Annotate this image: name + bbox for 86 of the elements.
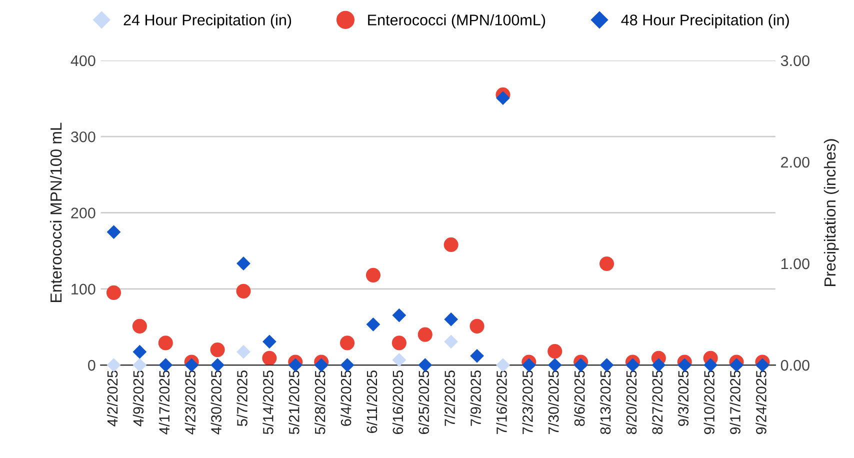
point [599, 256, 614, 272]
point [158, 336, 173, 350]
x-tick-label: 9/10/2025 [704, 370, 714, 434]
x-tick-label: 6/16/2025 [392, 370, 404, 434]
point [470, 318, 484, 334]
legend-label: Enterococci (MPN/100mL) [368, 14, 546, 28]
point [184, 358, 199, 372]
point [444, 237, 458, 252]
x-tick-label: 9/17/2025 [730, 370, 740, 434]
point [652, 358, 666, 372]
point [600, 358, 614, 372]
x-tick-label: 8/27/2025 [652, 370, 663, 434]
point [626, 358, 640, 372]
point [236, 344, 250, 359]
y2-tick-label: 2.00 [781, 156, 810, 168]
x-tick-label: 7/30/2025 [548, 370, 559, 434]
x-tick-label: 8/20/2025 [626, 370, 637, 434]
x-tick-label: 8/13/2025 [600, 370, 611, 434]
point [522, 358, 536, 372]
legend-label: 24 Hour Precipitation (in) [124, 14, 292, 28]
point [106, 225, 121, 239]
point [392, 308, 406, 322]
point [210, 342, 225, 358]
point [262, 334, 276, 349]
y-tick-label: 300 [71, 131, 96, 142]
point [678, 358, 692, 372]
point [444, 334, 458, 349]
x-tick-label: 7/9/2025 [470, 370, 481, 426]
point [392, 336, 406, 350]
y2-tick-label: 1.00 [781, 258, 810, 270]
y2-tick-label: 3.00 [780, 55, 810, 66]
x-tick-label: 7/16/2025 [496, 370, 507, 434]
point [288, 358, 302, 372]
y-tick-label: 100 [72, 284, 96, 295]
x-tick-label: 4/30/2025 [210, 370, 222, 434]
x-tick-label: 4/2/2025 [106, 370, 118, 426]
point [496, 91, 510, 105]
x-tick-label: 7/23/2025 [522, 370, 533, 434]
point [470, 348, 484, 363]
y-tick-label: 200 [71, 208, 96, 218]
point [418, 358, 432, 372]
x-tick-label: 4/17/2025 [158, 370, 170, 434]
x-tick-label: 9/3/2025 [678, 370, 689, 426]
point [132, 318, 147, 334]
legend-label: 48 Hour Precipitation (in) [621, 14, 789, 28]
point [158, 358, 173, 372]
x-tick-label: 5/7/2025 [236, 370, 248, 426]
point [756, 358, 770, 372]
x-tick-label: 6/4/2025 [340, 370, 352, 426]
point [106, 285, 122, 300]
point [132, 358, 147, 372]
point [314, 358, 328, 372]
point [262, 350, 277, 366]
x-tick-label: 6/11/2025 [366, 370, 378, 433]
point [548, 344, 562, 359]
point [340, 358, 354, 372]
point [548, 358, 562, 372]
point [366, 317, 380, 332]
x-tick-label: 8/6/2025 [574, 370, 585, 426]
y-tick-label: 0 [88, 360, 96, 371]
x-tick-label: 5/14/2025 [262, 370, 274, 434]
point [106, 358, 121, 372]
point [574, 358, 588, 372]
point [366, 268, 381, 282]
x-tick-label: 6/25/2025 [418, 370, 430, 434]
point [236, 284, 251, 298]
point [730, 358, 744, 372]
x-tick-label: 4/9/2025 [132, 370, 144, 426]
y-axis-title: Enterococci MPN/100 mL [50, 122, 62, 302]
point [392, 353, 406, 367]
point [236, 256, 250, 270]
y2-tick-label: 0.00 [780, 360, 810, 371]
point [210, 358, 224, 372]
point [444, 312, 458, 326]
x-tick-label: 7/2/2025 [444, 370, 455, 426]
y2-axis-title: Precipitation (inches) [824, 139, 839, 286]
point [704, 358, 718, 372]
x-tick-label: 4/23/2025 [184, 370, 196, 434]
x-tick-label: 9/24/2025 [756, 370, 766, 434]
point [340, 336, 355, 350]
x-tick-label: 5/28/2025 [314, 370, 326, 434]
point [132, 344, 147, 359]
y-tick-label: 400 [70, 55, 96, 66]
point [496, 358, 510, 372]
point [418, 327, 432, 342]
x-tick-label: 5/21/2025 [288, 370, 300, 434]
